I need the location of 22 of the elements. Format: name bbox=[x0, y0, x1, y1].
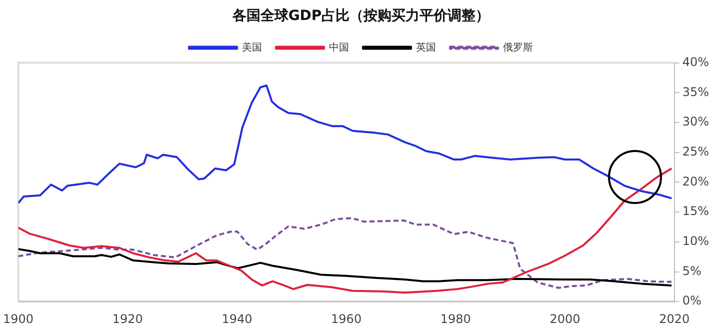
y-tick-label: 15% bbox=[682, 204, 709, 218]
x-tick-label: 1900 bbox=[2, 312, 34, 326]
y-tick-label: 40% bbox=[682, 54, 709, 69]
legend-label: 中国 bbox=[329, 41, 349, 54]
line-series bbox=[18, 217, 673, 289]
x-tick-label: 2020 bbox=[659, 312, 690, 326]
x-tick-label: 1980 bbox=[440, 312, 471, 326]
y-tick-label: 20% bbox=[682, 174, 709, 188]
x-tick-label: 1960 bbox=[331, 312, 362, 326]
y-tick-label: 0% bbox=[682, 294, 702, 308]
x-tick-label: 1920 bbox=[112, 312, 143, 326]
y-tick-label: 25% bbox=[682, 144, 709, 158]
y-tick-label: 30% bbox=[682, 114, 709, 129]
chart-title: 各国全球GDP占比（按购买力平价调整） bbox=[231, 8, 490, 24]
y-tick-label: 5% bbox=[682, 264, 702, 278]
legend-label: 英国 bbox=[416, 41, 436, 54]
legend-label: 美国 bbox=[242, 41, 262, 54]
x-tick-label: 2000 bbox=[550, 312, 580, 326]
y-tick-label: 35% bbox=[682, 84, 709, 99]
x-tick-label: 1940 bbox=[222, 312, 252, 326]
y-tick-label: 10% bbox=[682, 234, 709, 248]
legend-label: 俄罗斯 bbox=[503, 41, 533, 54]
